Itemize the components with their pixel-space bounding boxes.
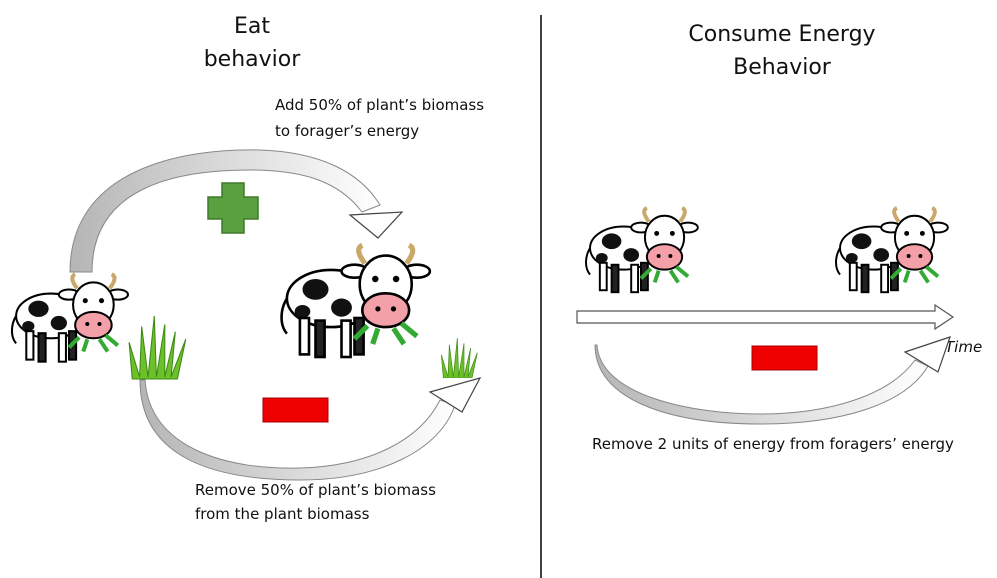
minus-icon (263, 398, 328, 422)
gain-label: Add 50% of plant’s biomass (275, 96, 484, 114)
time-label: Time (945, 338, 982, 356)
diagram: Eat behavior Add 50% of plant’s biomass … (0, 0, 997, 578)
gain-arrow-head (350, 212, 402, 238)
loss-label: Remove 2 units of energy from foragers’ … (592, 435, 954, 453)
loss-label: Remove 50% of plant’s biomass (195, 481, 436, 499)
gain-label: to forager’s energy (275, 122, 419, 140)
cow (836, 208, 948, 292)
grass (441, 338, 477, 378)
left-title: behavior (204, 47, 302, 72)
cow (282, 245, 430, 357)
left-title: Eat (234, 14, 270, 39)
cow (586, 208, 698, 292)
minus-icon (752, 346, 817, 370)
right-title: Consume Energy (688, 22, 875, 47)
cow (12, 274, 128, 361)
time-arrow (577, 305, 953, 329)
plus-icon (208, 183, 258, 233)
loss-arrow (140, 380, 455, 480)
page: Eat behavior Add 50% of plant’s biomass … (0, 0, 997, 578)
grass (129, 316, 186, 379)
right-title: Behavior (733, 55, 832, 80)
loss-label: from the plant biomass (195, 505, 370, 523)
